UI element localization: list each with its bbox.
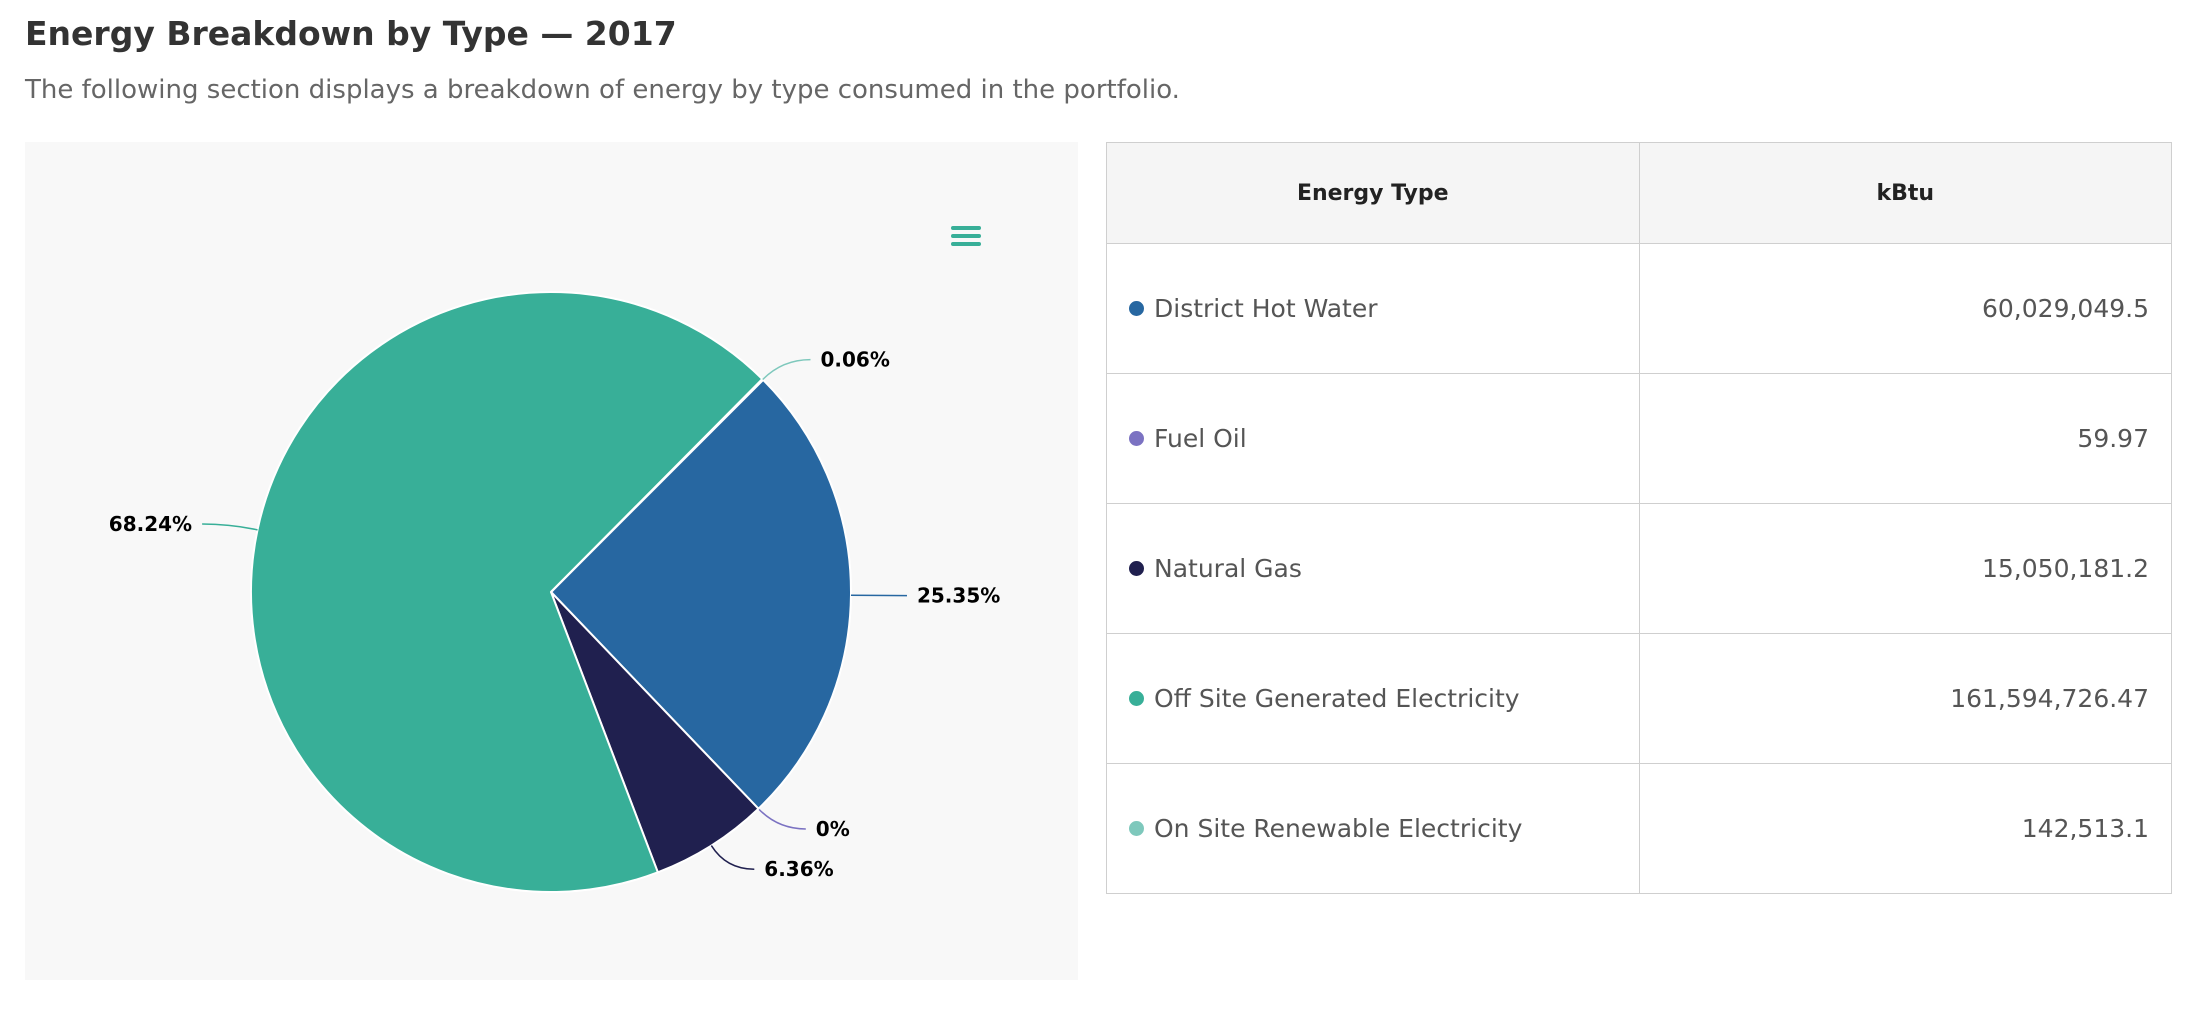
table-row: Fuel Oil 59.97 <box>1106 373 2172 504</box>
chart-menu-button[interactable] <box>945 214 987 256</box>
data-label-connector <box>710 845 755 870</box>
kbtu-value-cell: 142,513.1 <box>1638 763 2172 894</box>
energy-type-cell: Natural Gas <box>1106 503 1640 634</box>
legend-dot-icon <box>1129 430 1144 446</box>
hamburger-line <box>951 234 981 238</box>
page-subtitle: The following section displays a breakdo… <box>25 75 1180 105</box>
pie-slice[interactable] <box>550 591 760 874</box>
kbtu-value-cell: 59.97 <box>1638 373 2172 504</box>
energy-type-cell: Off Site Generated Electricity <box>1106 633 1640 764</box>
pie-slice[interactable] <box>250 291 764 893</box>
data-label-connector <box>762 358 811 380</box>
page-title: Energy Breakdown by Type — 2017 <box>25 14 677 53</box>
hamburger-menu-icon <box>951 226 981 230</box>
energy-type-cell: On Site Renewable Electricity <box>1106 763 1640 894</box>
data-label-connector <box>202 523 258 531</box>
table-row: Natural Gas 15,050,181.2 <box>1106 503 2172 634</box>
pie-data-label: 6.36% <box>764 857 833 881</box>
legend-dot-icon <box>1129 820 1144 836</box>
legend-dot-icon <box>1129 690 1144 706</box>
data-label-connector <box>757 808 806 830</box>
kbtu-value-cell: 15,050,181.2 <box>1638 503 2172 634</box>
table-row: On Site Renewable Electricity 142,513.1 <box>1106 763 2172 894</box>
legend-dot-icon <box>1129 560 1144 576</box>
energy-type-label: Natural Gas <box>1154 554 1302 583</box>
pie-chart-panel: 25.35% 0% 6.36% 68.24% 0.06% <box>25 142 1078 980</box>
pie-data-label: 0% <box>816 817 850 841</box>
pie-data-label: 68.24% <box>109 512 192 536</box>
energy-type-label: Fuel Oil <box>1154 424 1247 453</box>
pie-data-label: 25.35% <box>917 584 1000 608</box>
table-row: Off Site Generated Electricity 161,594,72… <box>1106 633 2172 764</box>
energy-type-label: Off Site Generated Electricity <box>1154 684 1520 713</box>
legend-dot-icon <box>1129 300 1144 316</box>
kbtu-value-cell: 60,029,049.5 <box>1638 243 2172 374</box>
pie-chart: 25.35% 0% 6.36% 68.24% 0.06% <box>109 291 1000 893</box>
column-header-energy-type: Energy Type <box>1106 142 1640 244</box>
pie-slice[interactable] <box>550 378 765 593</box>
table-row: District Hot Water 60,029,049.5 <box>1106 243 2172 374</box>
column-header-kbtu: kBtu <box>1638 142 2172 244</box>
energy-type-cell: District Hot Water <box>1106 243 1640 374</box>
pie-data-label: 0.06% <box>820 348 889 372</box>
energy-type-label: On Site Renewable Electricity <box>1154 814 1523 843</box>
energy-type-table: Energy Type kBtu District Hot Water 60,02… <box>1106 142 2172 894</box>
energy-type-cell: Fuel Oil <box>1106 373 1640 504</box>
kbtu-value-cell: 161,594,726.47 <box>1638 633 2172 764</box>
table-header-row: Energy Type kBtu <box>1106 142 2172 244</box>
hamburger-line <box>951 242 981 246</box>
energy-type-label: District Hot Water <box>1154 294 1378 323</box>
